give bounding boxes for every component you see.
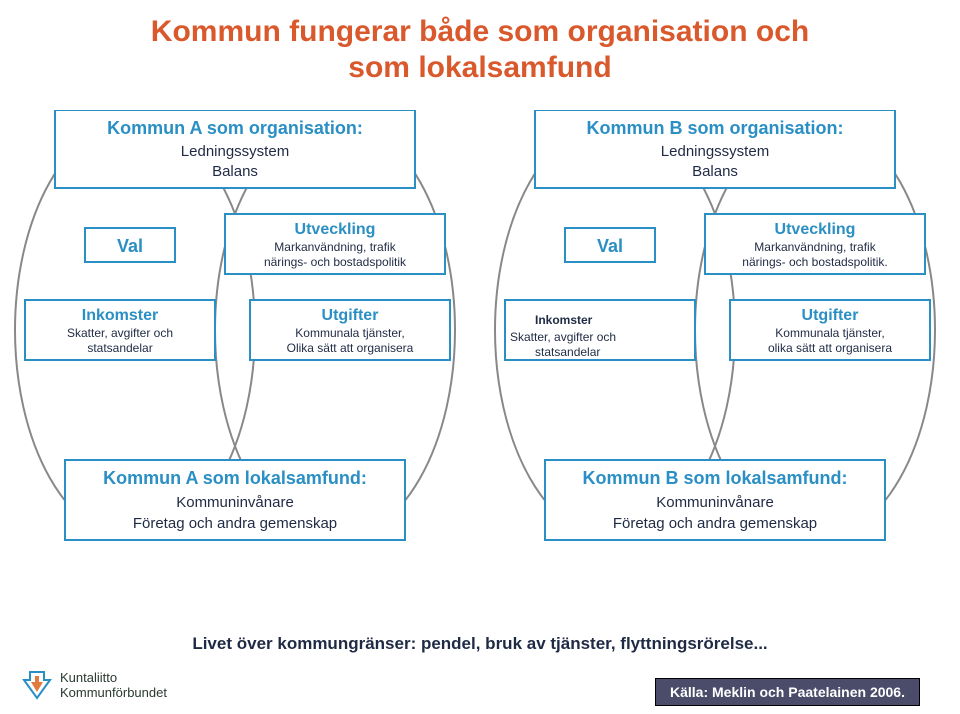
diagram-svg: Kommun A som organisation: Ledningssyste…: [0, 110, 960, 650]
logo-icon: [22, 670, 52, 700]
kommun-a-ink-title: Inkomster: [82, 307, 158, 324]
kommun-b-local-line1: Kommuninvånare: [656, 494, 774, 511]
kommun-a-org-box: Kommun A som organisation: Ledningssyste…: [55, 110, 415, 188]
kommun-b-org-line2: Balans: [692, 163, 738, 180]
kommun-b-org-title: Kommun B som organisation:: [586, 118, 843, 138]
kommun-a-utv-title: Utveckling: [295, 221, 376, 238]
kommun-b-ink-box: Inkomster Skatter, avgifter och statsand…: [505, 300, 695, 360]
kommun-b-utv-line2: närings- och bostadspolitik.: [742, 255, 887, 269]
kommun-b-local-box: Kommun B som lokalsamfund: Kommuninvånar…: [545, 460, 885, 540]
kommun-a-ink-line1: Skatter, avgifter och: [67, 326, 173, 340]
logo-line2: Kommunförbundet: [60, 685, 167, 700]
kommun-b-org-line1: Ledningssystem: [661, 143, 769, 160]
kommun-b-utv-line1: Markanvändning, trafik: [754, 240, 876, 254]
kommun-a-val-box: Val: [85, 228, 175, 262]
kommun-a-org-line1: Ledningssystem: [181, 143, 289, 160]
kommun-a-utg-line1: Kommunala tjänster,: [295, 326, 404, 340]
kommun-a-utg-box: Utgifter Kommunala tjänster, Olika sätt …: [250, 300, 450, 360]
kommun-b-local-line2: Företag och andra gemenskap: [613, 515, 817, 532]
kommun-b-ink-line2: statsandelar: [535, 345, 600, 359]
kommun-a-local-title: Kommun A som lokalsamfund:: [103, 468, 367, 488]
kommun-a-local-line2: Företag och andra gemenskap: [133, 515, 337, 532]
logo-text: Kuntaliitto Kommunförbundet: [60, 670, 167, 700]
kommun-b-utg-title: Utgifter: [802, 307, 859, 324]
kommun-a-ink-box: Inkomster Skatter, avgifter och statsand…: [25, 300, 215, 360]
kommun-a-local-line1: Kommuninvånare: [176, 494, 294, 511]
kommun-a-utg-line2: Olika sätt att organisera: [287, 341, 414, 355]
kommun-b-utg-line2: olika sätt att organisera: [768, 341, 892, 355]
kommun-a-utv-line2: närings- och bostadspolitik: [264, 255, 407, 269]
kommun-a-ink-line2: statsandelar: [87, 341, 152, 355]
kommun-b-ink-line1: Skatter, avgifter och: [510, 330, 616, 344]
kommun-a-utv-line1: Markanvändning, trafik: [274, 240, 396, 254]
logo-line1: Kuntaliitto: [60, 670, 117, 685]
kommun-b-val-box: Val: [565, 228, 655, 262]
title-line1: Kommun fungerar både som organisation oc…: [151, 15, 809, 48]
kommun-b-org-box: Kommun B som organisation: Ledningssyste…: [535, 110, 895, 188]
kommun-a-utv-box: Utveckling Markanvändning, trafik näring…: [225, 214, 445, 274]
kommun-a-local-box: Kommun A som lokalsamfund: Kommuninvånar…: [65, 460, 405, 540]
source-bar: Källa: Meklin och Paatelainen 2006.: [655, 678, 920, 706]
cross-border-line: Livet över kommungränser: pendel, bruk a…: [0, 634, 960, 654]
kommun-a-org-line2: Balans: [212, 163, 258, 180]
kommun-a-utg-title: Utgifter: [322, 307, 379, 324]
kommun-a-org-title: Kommun A som organisation:: [107, 118, 363, 138]
kommun-b-ink-title: Inkomster: [535, 313, 593, 327]
kommun-b-local-title: Kommun B som lokalsamfund:: [582, 468, 847, 488]
kommun-b-val-title: Val: [597, 236, 623, 256]
page-title: Kommun fungerar både som organisation oc…: [60, 14, 900, 86]
kommun-b-utg-line1: Kommunala tjänster,: [775, 326, 884, 340]
title-line2: som lokalsamfund: [348, 51, 611, 84]
kommun-b-utv-box: Utveckling Markanvändning, trafik näring…: [705, 214, 925, 274]
kommun-a-val-title: Val: [117, 236, 143, 256]
kommun-b-utg-box: Utgifter Kommunala tjänster, olika sätt …: [730, 300, 930, 360]
kommun-b-utv-title: Utveckling: [775, 221, 856, 238]
kuntaliitto-logo: Kuntaliitto Kommunförbundet: [22, 670, 167, 700]
